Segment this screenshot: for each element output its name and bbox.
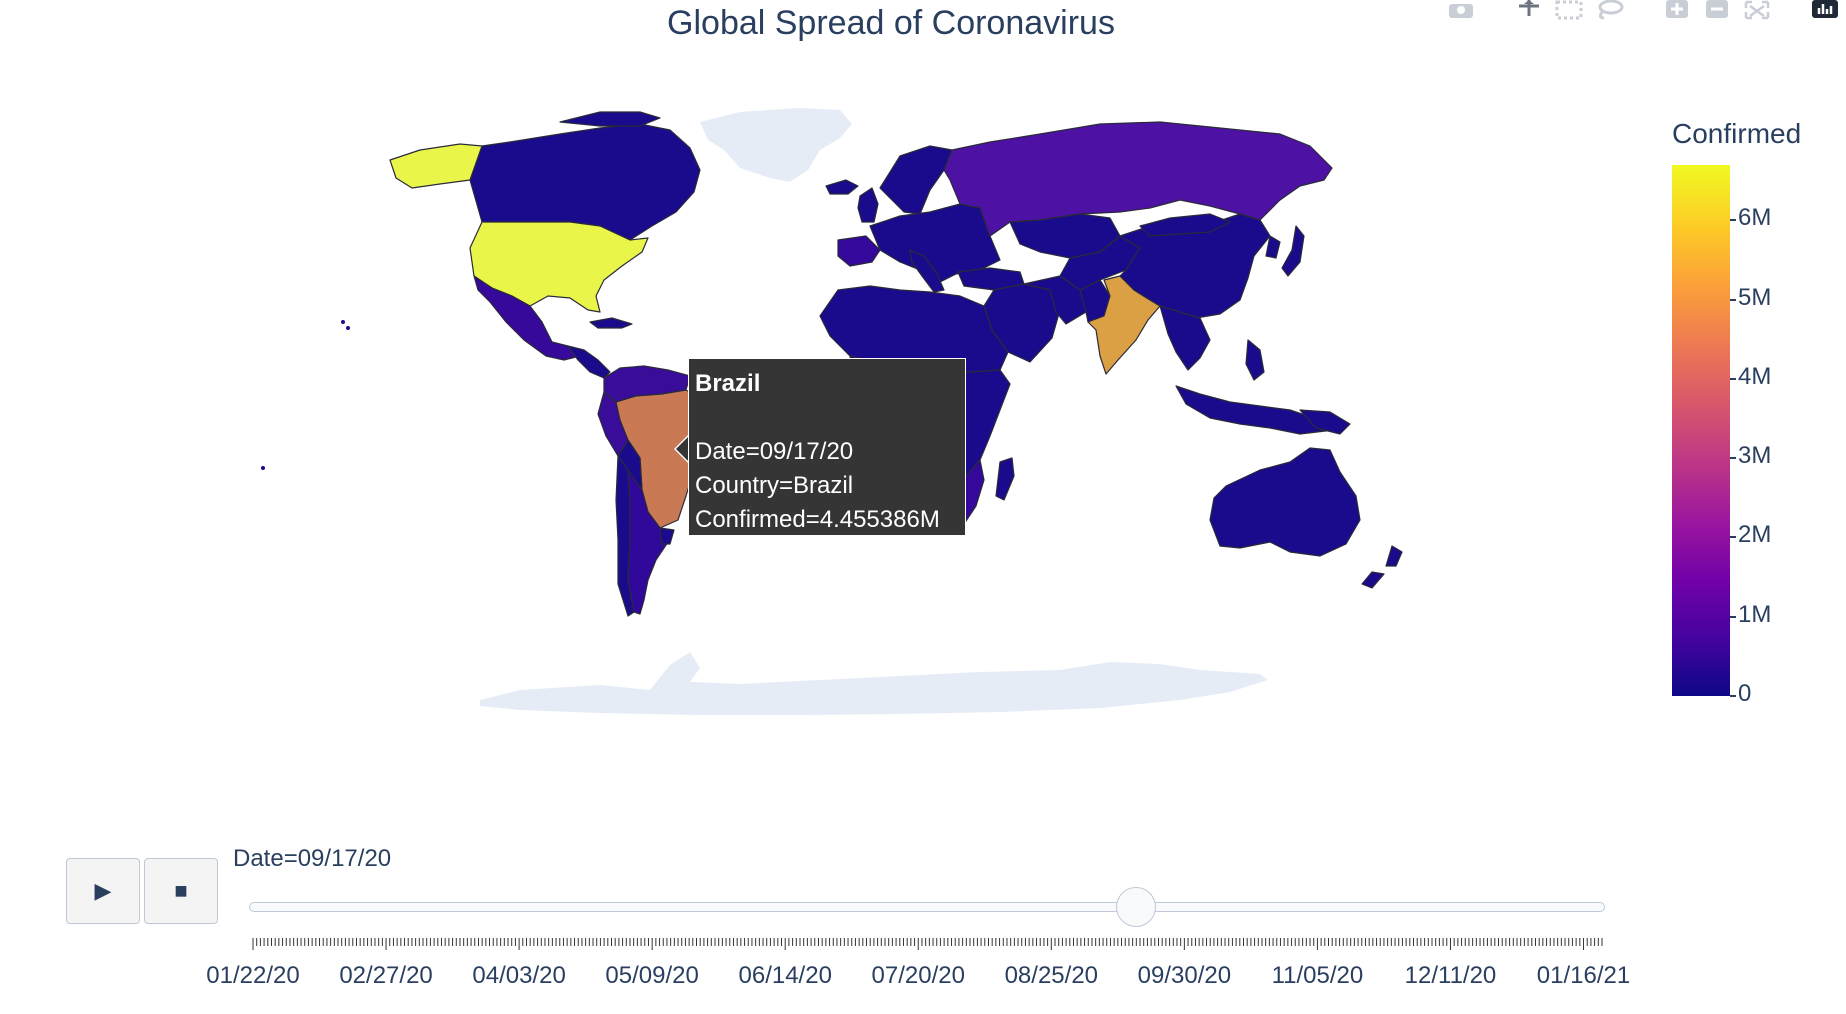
region-scandinavia[interactable] xyxy=(879,145,953,215)
stop-button[interactable]: ■ xyxy=(144,858,218,924)
region-new-zealand[interactable] xyxy=(1361,545,1403,589)
slider-tick-label: 05/09/20 xyxy=(605,962,699,989)
colorbar-tick-label: 2M xyxy=(1738,521,1772,549)
slider-tick-label: 08/25/20 xyxy=(1004,962,1099,989)
slider-tick-label: 11/05/20 xyxy=(1271,962,1364,989)
hover-tooltip: Brazil Date=09/17/20 Country=Brazil Conf… xyxy=(688,358,966,536)
region-spain[interactable] xyxy=(837,235,881,267)
chart-title: Global Spread of Coronavirus xyxy=(667,4,1115,42)
zoom-out-icon[interactable] xyxy=(1702,0,1732,20)
colorbar-tick xyxy=(1730,219,1736,222)
slider-tick-label: 07/20/20 xyxy=(871,962,965,989)
colorbar-tick xyxy=(1730,457,1736,460)
colorbar-tick-label: 4M xyxy=(1738,362,1772,390)
pan-icon[interactable] xyxy=(1514,0,1544,20)
slider-tick-label: 04/03/20 xyxy=(472,962,566,989)
colorbar-title: Confirmed xyxy=(1672,118,1802,149)
region-iceland[interactable] xyxy=(825,179,859,195)
region-philippines[interactable] xyxy=(1245,339,1265,381)
region-usa-alaska[interactable] xyxy=(389,143,483,189)
tooltip-title: Brazil xyxy=(695,370,761,397)
colorbar-tick-label: 5M xyxy=(1738,283,1772,311)
colorbar-tick xyxy=(1730,298,1736,301)
colorbar-tick-label: 3M xyxy=(1738,442,1772,470)
region-italy[interactable] xyxy=(909,249,945,293)
stop-icon: ■ xyxy=(174,878,188,903)
tooltip-pointer xyxy=(676,437,688,461)
colorbar xyxy=(1672,165,1730,696)
tooltip-date: Date=09/17/20 xyxy=(695,438,854,465)
slider-current-value: Date=09/17/20 xyxy=(233,845,392,872)
plotly-logo-icon[interactable] xyxy=(1810,0,1840,20)
region-canada-islands[interactable] xyxy=(559,111,661,127)
play-icon: ▶ xyxy=(94,878,112,903)
region-central-america[interactable] xyxy=(567,345,611,379)
slider-tick-label: 06/14/20 xyxy=(738,962,832,989)
slider-tick-label: 09/30/20 xyxy=(1137,962,1232,989)
autoscale-icon[interactable] xyxy=(1742,0,1772,20)
slider-handle[interactable] xyxy=(1116,887,1157,927)
region-antarctica xyxy=(480,652,1268,715)
region-argentina[interactable] xyxy=(627,469,669,615)
play-button[interactable]: ▶ xyxy=(66,858,140,924)
region-uruguay[interactable] xyxy=(659,527,675,545)
region-hawaii xyxy=(261,320,350,470)
lasso-select-icon[interactable] xyxy=(1594,0,1624,20)
box-select-icon[interactable] xyxy=(1554,0,1584,20)
camera-icon[interactable] xyxy=(1446,0,1476,20)
region-papua[interactable] xyxy=(1299,409,1351,435)
region-korea-japan[interactable] xyxy=(1265,225,1305,277)
region-southeast-asia[interactable] xyxy=(1159,305,1211,371)
colorbar-tick xyxy=(1730,377,1736,380)
region-cuba[interactable] xyxy=(589,317,633,329)
slider-tick-label: 02/27/20 xyxy=(339,962,433,989)
colorbar-tick-label: 0 xyxy=(1738,680,1752,707)
region-mongolia[interactable] xyxy=(1139,213,1231,237)
region-greenland xyxy=(700,108,852,182)
tooltip-confirmed: Confirmed=4.455386M xyxy=(695,506,940,533)
slider-tick-label: 01/16/21 xyxy=(1536,962,1631,989)
colorbar-tick xyxy=(1730,615,1736,618)
colorbar-tick-label: 1M xyxy=(1738,600,1772,628)
region-uk[interactable] xyxy=(857,187,879,223)
region-europe[interactable] xyxy=(869,203,1001,283)
modebar xyxy=(1446,0,1846,22)
colorbar-tick xyxy=(1730,695,1736,697)
slider-tick-label: 01/22/20 xyxy=(206,962,300,989)
slider-tick-label: 12/11/20 xyxy=(1404,962,1497,989)
zoom-in-icon[interactable] xyxy=(1662,0,1692,20)
tooltip-country: Country=Brazil xyxy=(695,472,854,499)
region-australia[interactable] xyxy=(1209,447,1361,557)
slider-rail[interactable] xyxy=(249,902,1605,912)
region-madagascar[interactable] xyxy=(995,457,1015,501)
colorbar-tick-label: 6M xyxy=(1738,204,1772,232)
colorbar-tick xyxy=(1730,536,1736,539)
